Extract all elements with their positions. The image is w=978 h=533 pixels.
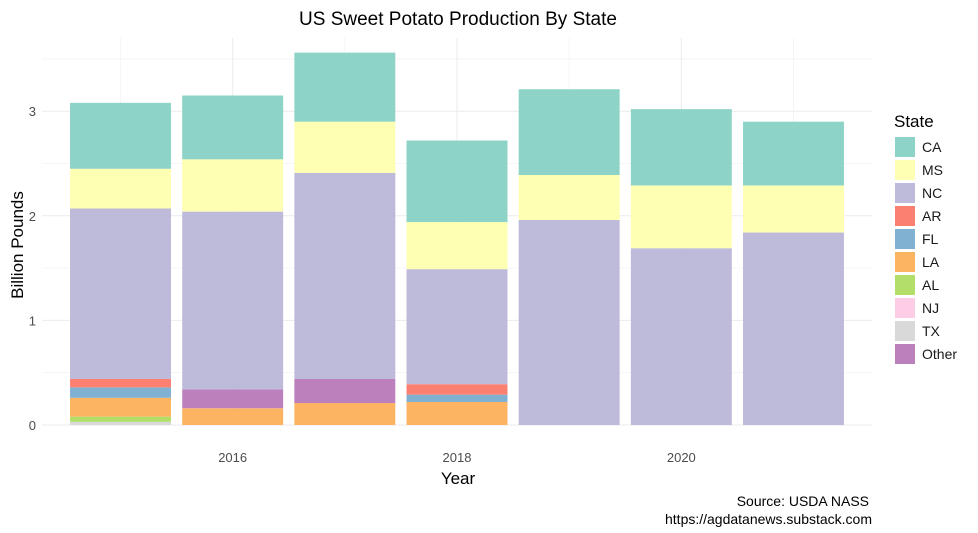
legend-label-ar: AR (922, 208, 941, 224)
bar-la-2016 (182, 408, 284, 425)
bar-ms-2019 (518, 175, 620, 220)
y-axis-title: Billion Pounds (8, 191, 27, 299)
bar-other-2016 (182, 389, 284, 409)
legend-label-ca: CA (922, 139, 942, 155)
legend-items: CA MS NC AR FL LA AL NJ TX Other (895, 137, 957, 364)
bar-ms-2015 (70, 168, 171, 209)
caption-source: Source: USDA NASS (737, 493, 869, 509)
bar-tx-2015 (70, 421, 171, 425)
bar-nc-2020 (630, 248, 732, 425)
legend-label-nc: NC (922, 185, 942, 201)
bar-ca-2021 (743, 121, 844, 186)
x-tick-label: 2018 (443, 450, 472, 465)
bar-la-2017 (294, 403, 396, 425)
bar-la-2018 (406, 401, 508, 425)
legend: State CA MS NC AR FL LA AL NJ TX Other (894, 112, 957, 364)
bars (70, 52, 844, 425)
y-tick-label: 2 (29, 209, 36, 224)
legend-key-nj (895, 298, 915, 318)
bar-nc-2019 (518, 219, 620, 425)
legend-label-fl: FL (922, 231, 939, 247)
bar-ms-2020 (630, 185, 732, 249)
legend-label-nj: NJ (922, 300, 939, 316)
legend-label-ms: MS (922, 162, 943, 178)
legend-key-ca (895, 137, 915, 157)
bar-fl-2015 (70, 387, 171, 398)
chart-title: US Sweet Potato Production By State (299, 9, 617, 30)
bar-la-2015 (70, 397, 171, 417)
bar-ca-2020 (630, 109, 732, 186)
bar-ca-2018 (406, 140, 508, 223)
bar-ca-2015 (70, 102, 171, 169)
bar-ca-2016 (182, 95, 284, 160)
legend-key-fl (895, 229, 915, 249)
bar-ms-2021 (743, 185, 844, 233)
bar-nc-2017 (294, 172, 396, 379)
legend-title: State (894, 112, 934, 131)
legend-key-al (895, 275, 915, 295)
bar-other-2017 (294, 378, 396, 404)
x-tick-label: 2020 (667, 450, 696, 465)
bar-nc-2018 (406, 269, 508, 385)
caption-url: https://agdatanews.substack.com (665, 511, 872, 527)
bar-ca-2017 (294, 52, 396, 122)
y-tick-label: 3 (29, 104, 36, 119)
y-axis-ticks: 0 1 2 3 (29, 104, 36, 433)
y-tick-label: 1 (29, 313, 36, 328)
bar-ms-2018 (406, 222, 508, 270)
bar-ar-2015 (70, 378, 171, 388)
legend-key-nc (895, 183, 915, 203)
legend-key-ar (895, 206, 915, 226)
bar-ca-2019 (518, 89, 620, 176)
bar-ms-2016 (182, 159, 284, 212)
legend-label-al: AL (922, 277, 939, 293)
x-tick-label: 2016 (218, 450, 247, 465)
legend-key-tx (895, 321, 915, 341)
x-axis-title: Year (441, 469, 476, 488)
legend-label-la: LA (922, 254, 940, 270)
bar-al-2015 (70, 416, 171, 422)
bar-fl-2018 (406, 394, 508, 402)
legend-key-la (895, 252, 915, 272)
bar-nc-2021 (743, 232, 844, 425)
bar-ms-2017 (294, 121, 396, 173)
legend-label-tx: TX (922, 323, 941, 339)
bar-ar-2018 (406, 384, 508, 395)
legend-key-other (895, 344, 915, 364)
legend-label-other: Other (922, 346, 957, 362)
bar-nc-2016 (182, 211, 284, 390)
bar-nc-2015 (70, 208, 171, 379)
x-axis-ticks: 2016 2018 2020 (218, 450, 696, 465)
legend-key-ms (895, 160, 915, 180)
y-tick-label: 0 (29, 418, 36, 433)
